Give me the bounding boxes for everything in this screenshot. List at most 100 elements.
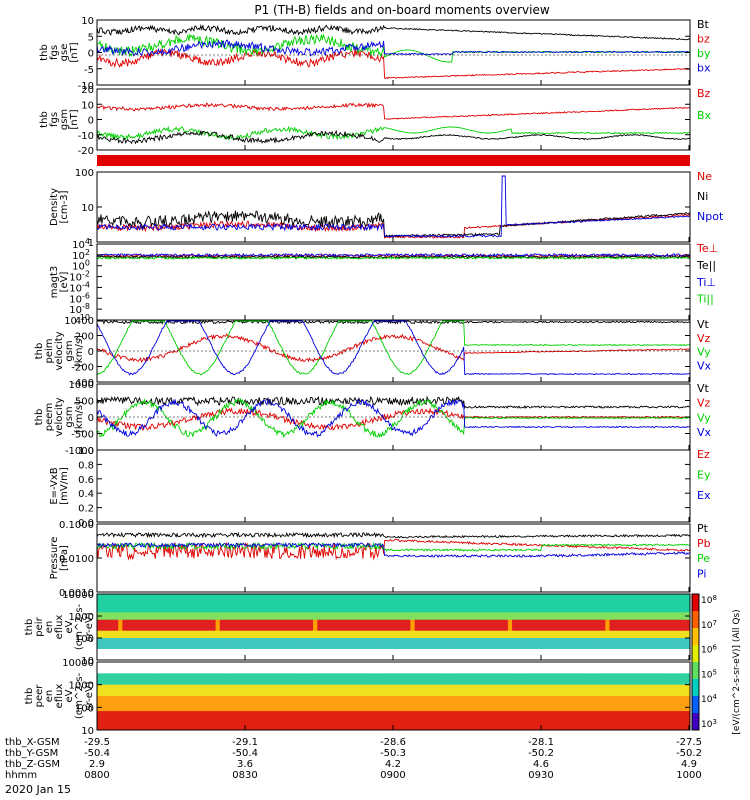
heatmap-cell <box>529 656 534 661</box>
heatmap-cell <box>338 623 343 628</box>
legend-bz: bz <box>697 32 710 45</box>
heatmap-cell <box>512 608 517 613</box>
heatmap-cell <box>406 665 411 670</box>
heatmap-cell <box>499 684 504 689</box>
heatmap-cell <box>478 630 483 635</box>
heatmap-cell <box>296 662 301 667</box>
heatmap-cell <box>634 601 640 606</box>
heatmap-cell <box>512 722 517 727</box>
heatmap-cell <box>202 722 208 727</box>
heatmap-cell <box>461 677 466 682</box>
heatmap-cell <box>274 722 280 727</box>
heatmap-cell <box>503 673 509 678</box>
heatmap-cell <box>287 722 293 727</box>
heatmap-cell <box>490 597 496 602</box>
heatmap-cell <box>249 656 255 661</box>
heatmap-cell <box>185 608 191 613</box>
heatmap-cell <box>228 669 233 674</box>
heatmap-cell <box>245 718 250 723</box>
heatmap-cell <box>567 714 572 720</box>
heatmap-cell <box>296 696 301 701</box>
heatmap-cell <box>97 612 102 617</box>
heatmap-cell <box>130 623 136 628</box>
heatmap-cell <box>101 619 106 624</box>
heatmap-cell <box>97 656 102 661</box>
heatmap-cell <box>440 649 445 654</box>
heatmap-cell <box>113 673 119 678</box>
heatmap-cell <box>334 623 339 628</box>
heatmap-cell <box>651 619 657 624</box>
heatmap-cell <box>304 616 310 621</box>
heatmap-cell <box>194 696 199 701</box>
heatmap-cell <box>520 722 526 727</box>
heatmap-cell <box>262 684 267 689</box>
heatmap-cell <box>202 634 208 639</box>
heatmap-cell <box>546 597 551 602</box>
heatmap-cell <box>452 634 458 639</box>
heatmap-cell <box>228 703 233 708</box>
heatmap-cell <box>516 649 521 654</box>
heatmap-cell <box>529 597 534 602</box>
heatmap-cell <box>122 623 127 628</box>
heatmap-cell <box>554 677 560 682</box>
heatmap-cell <box>605 699 610 704</box>
heatmap-cell <box>461 638 466 643</box>
heatmap-cell <box>579 711 585 716</box>
heatmap-cell <box>147 665 153 670</box>
heatmap-cell <box>596 718 602 723</box>
heatmap-cell <box>681 619 687 624</box>
heatmap-cell <box>385 665 390 670</box>
heatmap-cell <box>495 641 500 646</box>
heatmap-cell <box>393 627 399 632</box>
heatmap-cell <box>224 597 229 602</box>
heatmap-cell <box>541 630 547 635</box>
heatmap-cell <box>236 714 242 720</box>
heatmap-cell <box>622 601 627 606</box>
heatmap-cell <box>512 662 517 667</box>
heatmap-cell <box>605 722 610 727</box>
heatmap-cell <box>215 692 221 697</box>
heatmap-cell <box>647 601 653 606</box>
heatmap-cell <box>321 634 327 639</box>
heatmap-cell <box>173 634 178 639</box>
heatmap-cell <box>418 627 424 632</box>
heatmap-cell <box>190 623 195 628</box>
heatmap-cell <box>448 627 454 632</box>
heatmap-cell <box>609 673 615 678</box>
y-axis-label-line: fgs <box>49 45 60 60</box>
heatmap-cell <box>313 634 318 639</box>
heatmap-cell <box>135 641 140 646</box>
heatmap-cell <box>584 688 589 693</box>
heatmap-cell <box>452 696 458 701</box>
heatmap-cell <box>529 718 534 723</box>
heatmap-cell <box>258 594 263 599</box>
heatmap-cell <box>351 601 356 606</box>
heatmap-cell <box>397 722 403 727</box>
heatmap-cell <box>592 616 598 621</box>
heatmap-cell <box>431 669 437 674</box>
heatmap-cell <box>232 652 238 657</box>
heatmap-cell <box>283 726 288 731</box>
heatmap-cell <box>156 641 161 646</box>
heatmap-cell <box>287 623 293 628</box>
heatmap-cell <box>575 696 581 701</box>
heatmap-cell <box>677 634 682 639</box>
heatmap-cell <box>359 688 365 693</box>
heatmap-cell <box>190 627 195 632</box>
heatmap-cell <box>457 696 462 701</box>
heatmap-cell <box>126 612 132 617</box>
heatmap-cell <box>185 612 191 617</box>
heatmap-cell <box>109 630 115 635</box>
heatmap-cell <box>482 673 487 678</box>
heatmap-cell <box>562 684 568 689</box>
heatmap-cell <box>630 594 636 599</box>
heatmap-cell <box>571 726 576 731</box>
heatmap-cell <box>169 605 174 610</box>
heatmap-cell <box>677 601 682 606</box>
heatmap-cell <box>135 696 140 701</box>
heatmap-cell <box>224 669 229 674</box>
heatmap-cell <box>431 608 437 613</box>
heatmap-cell <box>147 696 153 701</box>
